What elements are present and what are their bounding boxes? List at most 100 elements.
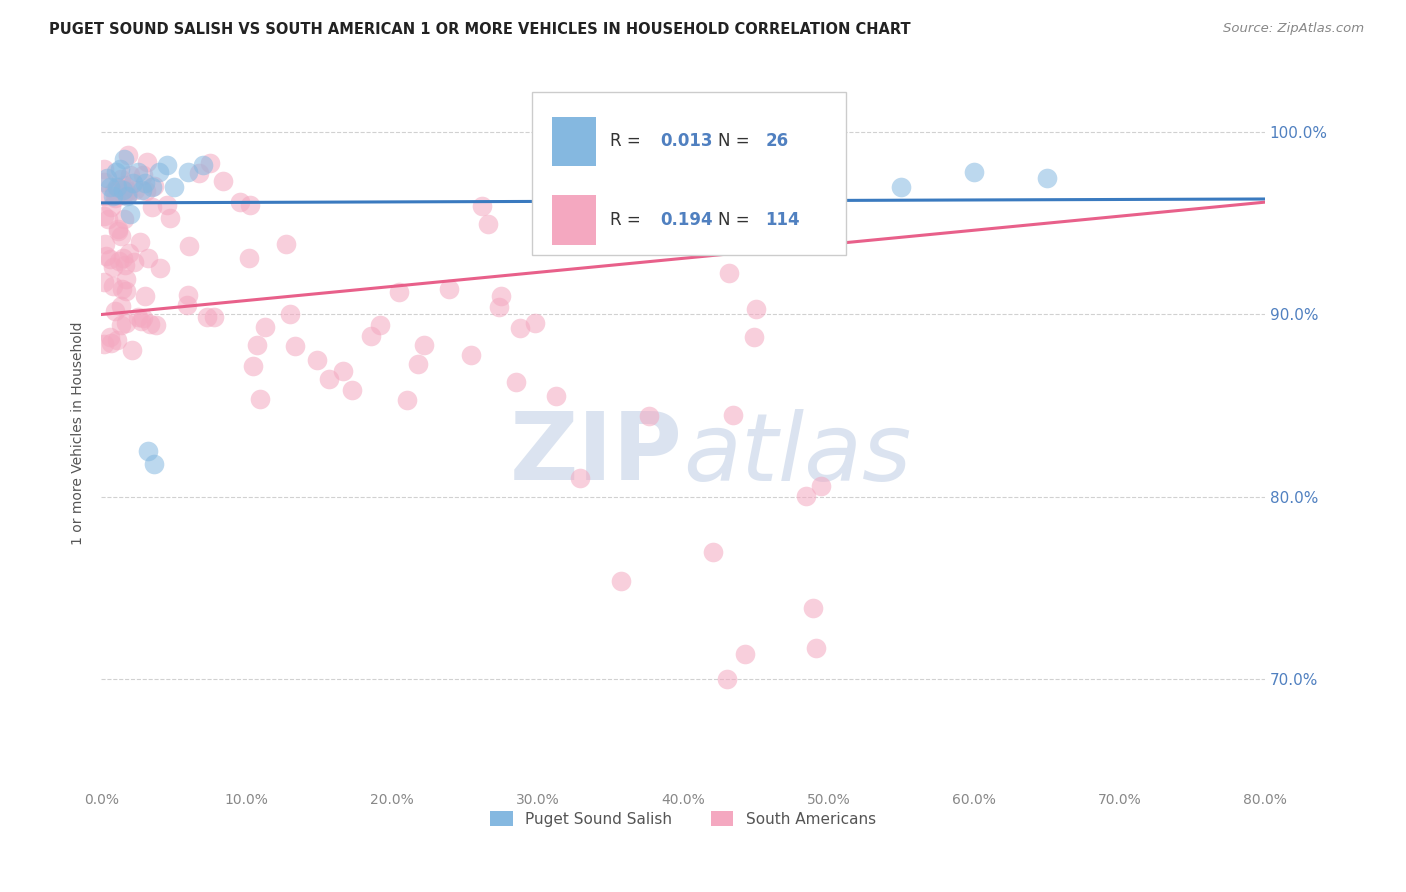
Point	[177, 165, 200, 179]
Point	[93, 188, 115, 202]
Point	[238, 252, 260, 266]
Point	[110, 172, 132, 186]
Point	[700, 221, 723, 235]
Point	[117, 184, 139, 198]
Point	[122, 255, 145, 269]
Point	[249, 392, 271, 406]
Point	[107, 181, 129, 195]
Point	[134, 289, 156, 303]
Point	[305, 353, 328, 368]
Point	[124, 183, 146, 197]
Point	[101, 189, 124, 203]
Point	[149, 260, 172, 275]
Point	[108, 161, 131, 176]
Point	[98, 252, 121, 266]
Point	[115, 284, 138, 298]
Point	[117, 187, 139, 202]
Point	[413, 338, 436, 352]
Point	[98, 179, 121, 194]
Point	[1035, 170, 1057, 185]
Point	[637, 409, 659, 423]
Text: 114: 114	[766, 211, 800, 228]
Point	[212, 174, 235, 188]
Point	[103, 184, 125, 198]
Point	[127, 165, 149, 179]
Point	[135, 184, 157, 198]
Point	[368, 318, 391, 332]
Point	[489, 289, 512, 303]
Text: atlas: atlas	[683, 409, 911, 500]
Text: ZIP: ZIP	[510, 409, 683, 500]
Point	[96, 170, 118, 185]
Text: Source: ZipAtlas.com: Source: ZipAtlas.com	[1223, 22, 1364, 36]
Point	[136, 444, 159, 458]
Point	[141, 179, 163, 194]
Point	[702, 544, 724, 558]
Point	[810, 479, 832, 493]
Point	[332, 363, 354, 377]
Point	[804, 640, 827, 655]
Point	[114, 182, 136, 196]
Point	[118, 246, 141, 260]
Point	[963, 165, 986, 179]
Point	[278, 307, 301, 321]
Point	[136, 155, 159, 169]
Point	[131, 184, 153, 198]
Point	[104, 191, 127, 205]
Text: PUGET SOUND SALISH VS SOUTH AMERICAN 1 OR MORE VEHICLES IN HOUSEHOLD CORRELATION: PUGET SOUND SALISH VS SOUTH AMERICAN 1 O…	[49, 22, 911, 37]
Point	[254, 319, 277, 334]
Point	[101, 278, 124, 293]
Point	[505, 376, 527, 390]
Point	[110, 228, 132, 243]
Text: N =: N =	[718, 211, 755, 228]
Point	[104, 304, 127, 318]
Point	[610, 574, 633, 588]
Point	[105, 333, 128, 347]
Point	[191, 158, 214, 172]
Point	[202, 310, 225, 324]
Point	[717, 266, 740, 280]
Point	[284, 339, 307, 353]
Point	[107, 222, 129, 236]
Point	[105, 179, 128, 194]
Point	[817, 176, 839, 190]
Point	[340, 383, 363, 397]
Y-axis label: 1 or more Vehicles in Household: 1 or more Vehicles in Household	[72, 321, 86, 545]
Text: 26: 26	[766, 132, 789, 151]
Point	[120, 207, 142, 221]
Point	[195, 310, 218, 325]
Point	[98, 330, 121, 344]
Point	[110, 318, 132, 333]
Point	[112, 184, 135, 198]
Point	[97, 211, 120, 226]
FancyBboxPatch shape	[551, 117, 596, 166]
Point	[509, 321, 531, 335]
Point	[544, 389, 567, 403]
Point	[114, 272, 136, 286]
Point	[114, 258, 136, 272]
Text: R =: R =	[610, 132, 645, 151]
Point	[114, 153, 136, 167]
Point	[318, 372, 340, 386]
Point	[112, 251, 135, 265]
Point	[139, 318, 162, 332]
Point	[794, 489, 817, 503]
Point	[176, 298, 198, 312]
Point	[96, 248, 118, 262]
Point	[177, 288, 200, 302]
Point	[129, 235, 152, 250]
Point	[360, 329, 382, 343]
Point	[93, 161, 115, 176]
Point	[524, 316, 547, 330]
Point	[104, 165, 127, 179]
Point	[100, 335, 122, 350]
Point	[274, 237, 297, 252]
Point	[246, 338, 269, 352]
Point	[101, 260, 124, 274]
Point	[100, 200, 122, 214]
Point	[742, 329, 765, 343]
Point	[107, 254, 129, 268]
Point	[439, 282, 461, 296]
Point	[107, 224, 129, 238]
Point	[131, 310, 153, 325]
